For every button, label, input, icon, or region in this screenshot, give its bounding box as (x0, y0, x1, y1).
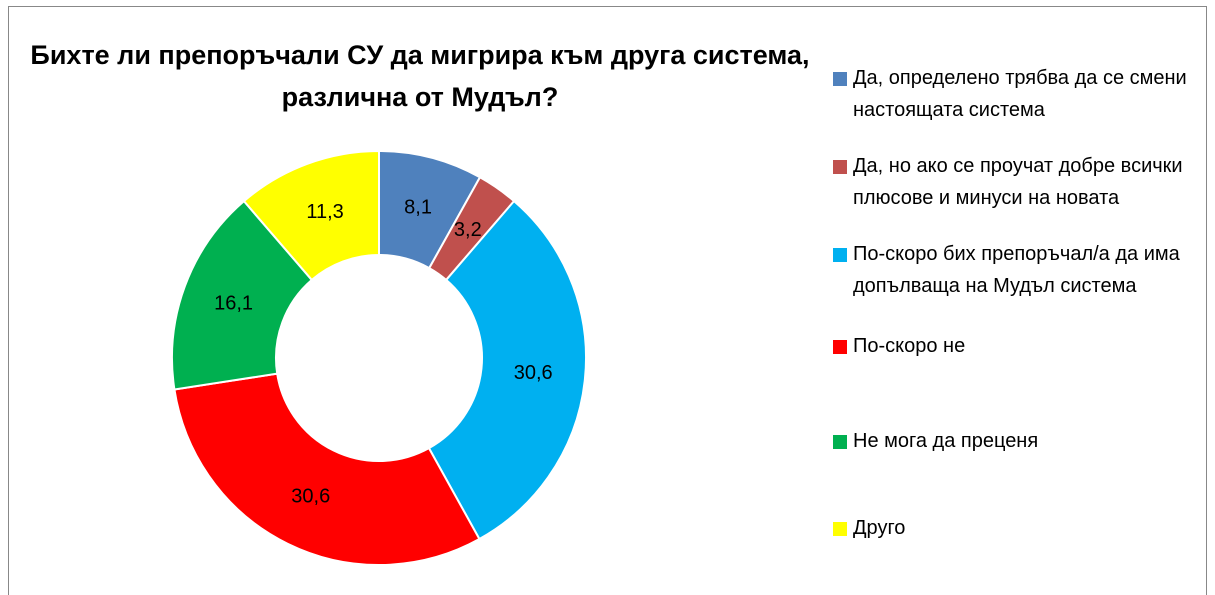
legend-item: По-скоро не (833, 330, 1193, 362)
legend-label: Друго (853, 517, 906, 539)
donut-segment (171, 199, 314, 391)
chart-frame (8, 6, 1207, 595)
legend-label: По-скоро не (853, 335, 966, 357)
legend-swatch (833, 160, 847, 174)
legend-label: По-скоро бих препоръчал/а да има допълва… (853, 243, 1180, 297)
data-label: 30,6 (291, 485, 330, 507)
data-label: 3,2 (454, 219, 482, 241)
legend-label: Да, определено трябва да се смени настоя… (853, 67, 1187, 121)
legend-swatch (833, 72, 847, 86)
legend-label: Не мога да преценя (853, 430, 1039, 452)
donut-segment (427, 199, 587, 541)
data-label: 30,6 (514, 362, 553, 384)
legend-swatch (833, 435, 847, 449)
legend-item: Не мога да преценя (833, 425, 1193, 457)
chart-title: Бихте ли препоръчали СУ да мигрира към д… (30, 40, 810, 112)
donut-segment (173, 372, 481, 566)
data-label: 16,1 (214, 293, 253, 315)
legend-swatch (833, 248, 847, 262)
legend-item: Да, но ако се проучат добре всички плюсо… (833, 150, 1193, 214)
data-label: 11,3 (306, 201, 343, 223)
legend-swatch (833, 340, 847, 354)
legend-label: Да, но ако се проучат добре всички плюсо… (853, 155, 1183, 209)
legend-item: Да, определено трябва да се смени настоя… (833, 62, 1193, 126)
data-label: 8,1 (404, 196, 432, 218)
donut-segment (242, 149, 380, 282)
legend-item: По-скоро бих препоръчал/а да има допълва… (833, 238, 1193, 302)
legend-item: Друго (833, 512, 1193, 544)
legend-swatch (833, 522, 847, 536)
